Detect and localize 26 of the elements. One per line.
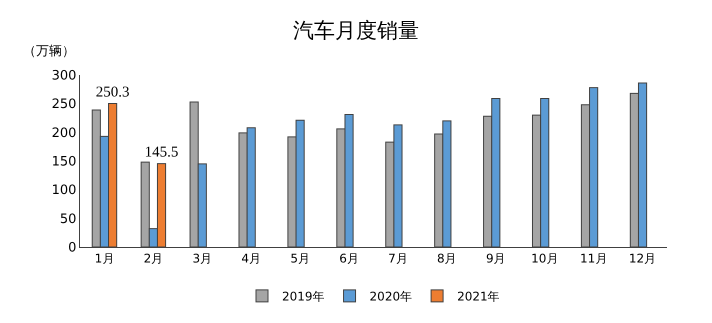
y-axis-title: （万辆） [23, 44, 75, 59]
x-tick-label: 5月 [290, 251, 310, 266]
x-tick-label: 6月 [339, 251, 359, 266]
x-tick-label: 4月 [241, 251, 262, 266]
x-tick-label: 10月 [531, 251, 558, 266]
y-tick-label: 100 [52, 183, 76, 198]
x-tick-label: 1月 [94, 251, 114, 266]
data-label: 250.3 [96, 84, 130, 100]
legend-label: 2019年 [282, 290, 325, 304]
chart-title: 汽车月度销量 [293, 18, 419, 42]
y-tick-label: 150 [52, 154, 76, 170]
y-tick-label: 50 [60, 212, 76, 227]
y-tick-label: 0 [68, 240, 76, 256]
x-tick-label: 9月 [486, 251, 506, 266]
x-tick-label: 7月 [388, 251, 408, 266]
legend-label: 2021年 [457, 290, 500, 304]
y-tick-label: 200 [52, 126, 76, 141]
x-tick-label: 12月 [628, 251, 656, 266]
x-tick-label: 11月 [580, 251, 608, 266]
y-tick-label: 300 [52, 68, 76, 84]
y-tick-label: 250 [52, 97, 76, 112]
x-tick-label: 8月 [437, 251, 457, 266]
x-tick-label: 2月 [144, 251, 164, 266]
x-tick-label: 3月 [192, 251, 212, 266]
data-label: 145.5 [144, 144, 178, 161]
legend-label: 2020年 [370, 290, 412, 304]
